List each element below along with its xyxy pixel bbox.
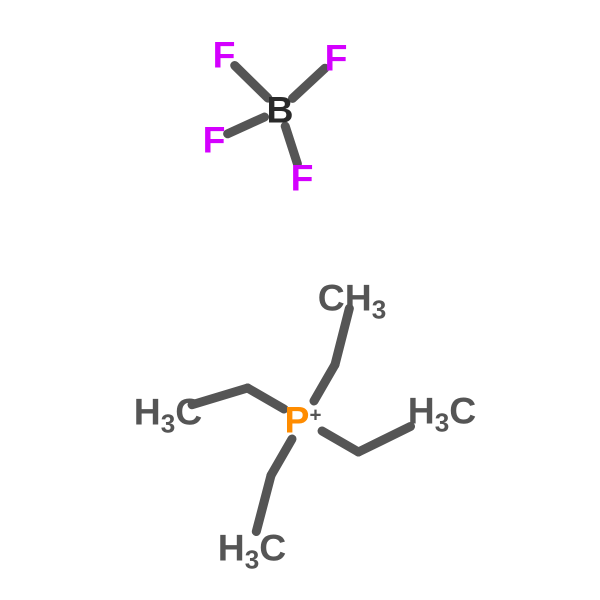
bond-layer bbox=[0, 0, 600, 600]
chemical-structure: BFFFFP+CH3H3CH3CH3C bbox=[0, 0, 600, 600]
